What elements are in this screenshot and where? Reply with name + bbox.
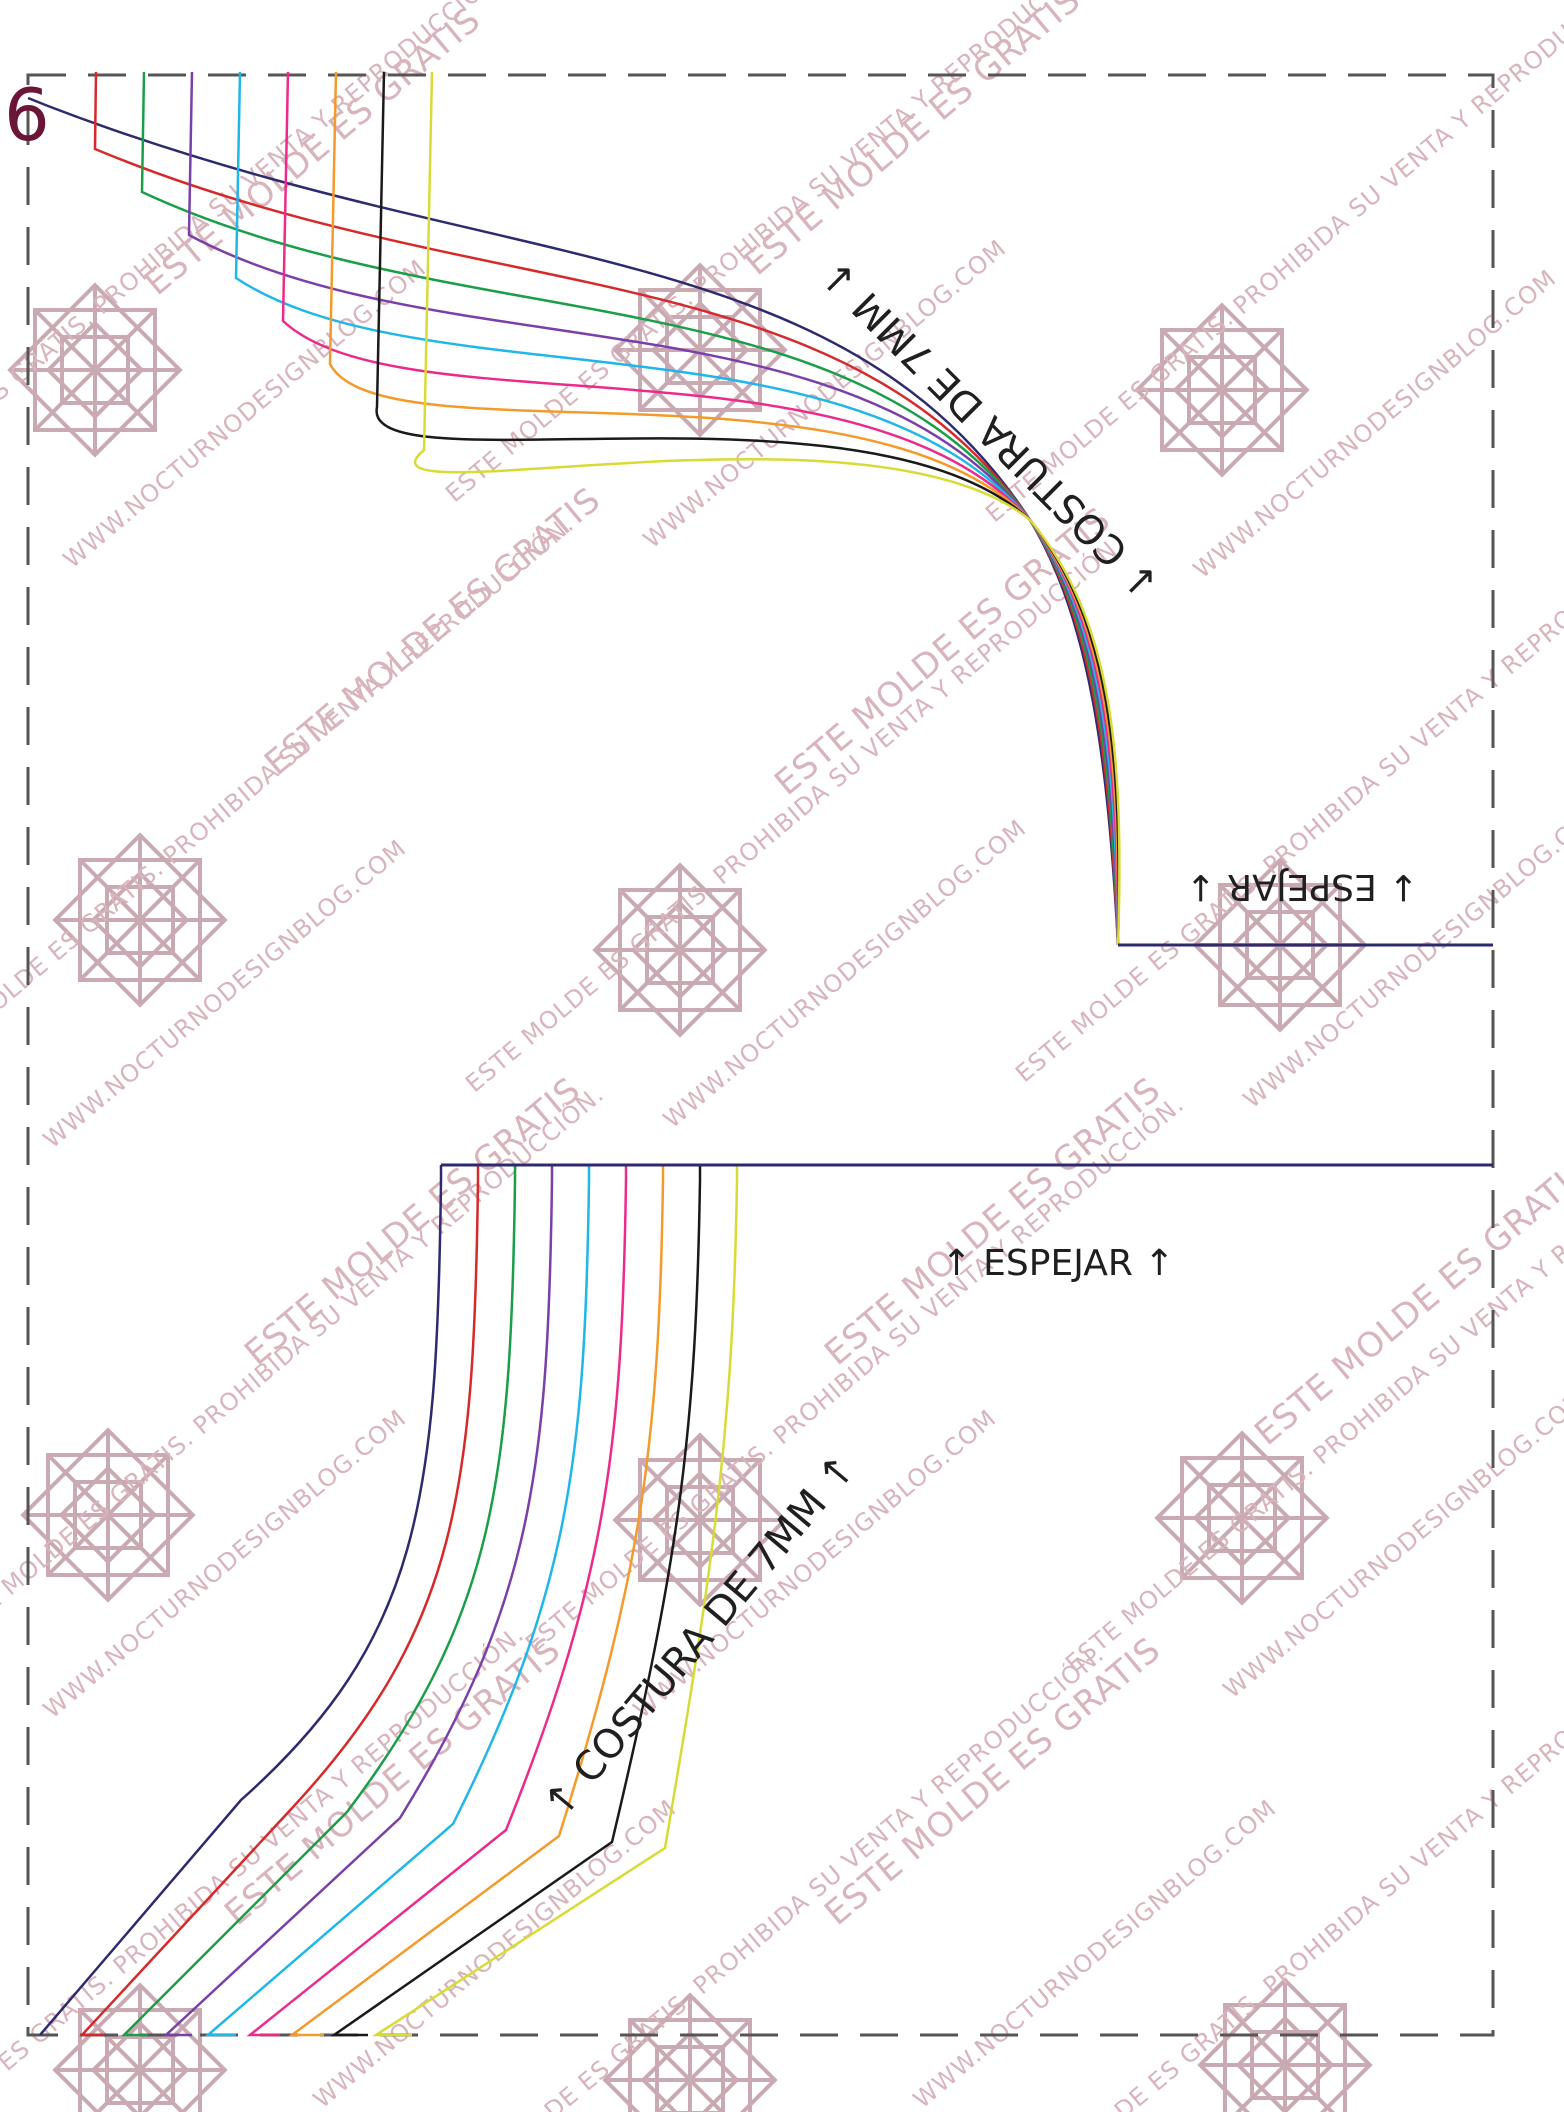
watermark-logo-icon: [52, 832, 228, 1008]
size-line-top: [328, 71, 1120, 946]
size-line-bottom: [246, 1165, 628, 2037]
size-line-bottom: [120, 1165, 517, 2037]
watermark-logo-icon: [612, 1432, 788, 1608]
size-line-top: [413, 71, 1121, 946]
watermark-logo-icon: [602, 1992, 778, 2112]
size-line-top: [93, 71, 1120, 946]
seam-label-top: ↓ COSTURA DE 7MM ↓: [812, 250, 1170, 608]
size-line-top: [140, 71, 1120, 946]
watermark-logo-icon: [20, 1427, 196, 1603]
watermark-logo-icon: [1154, 1430, 1330, 1606]
size-line-bottom: [162, 1165, 554, 2037]
watermark-text-url: WWW.NOCTURNODESIGNBLOG.COM: [38, 1404, 412, 1724]
page-border: [26, 73, 1495, 2037]
watermark-logo-icon: [52, 1982, 228, 2112]
page-number: 6: [4, 73, 50, 157]
size-line-bottom: [79, 1165, 480, 2037]
size-line-top: [234, 71, 1120, 946]
size-line-top: [27, 96, 1120, 946]
watermark-text-main: ESTE MOLDE ES GRATIS: [817, 1070, 1168, 1374]
size-line-bottom: [39, 1165, 443, 2036]
size-line-top: [375, 71, 1120, 946]
watermark-text-rights: ESTE MOLDE ES GRATIS. PROHIBIDA SU VENTA…: [1009, 518, 1564, 1087]
size-line-bottom: [204, 1165, 591, 2037]
watermark-text-main: ESTE MOLDE ES GRATIS: [237, 1070, 588, 1374]
watermark-text-rights: ESTE MOLDE ES GRATIS. PROHIBIDA SU VENTA…: [0, 508, 579, 1077]
watermark-logo-icon: [1134, 302, 1310, 478]
watermark-logo-icon: [592, 862, 768, 1038]
watermark-logo-icon: [1197, 1977, 1373, 2112]
watermark-text-main: ESTE MOLDE ES GRATIS: [767, 500, 1118, 804]
mirror-label-bottom: ↑ ESPEJAR ↑: [942, 1243, 1175, 1284]
size-line-bottom: [330, 1165, 702, 2037]
size-line-bottom: [288, 1165, 665, 2037]
watermark-logo-icon: [7, 282, 183, 458]
watermark-text-main: ESTE MOLDE ES GRATIS: [737, 0, 1088, 284]
mirror-label-top: ↓ ESPEJAR ↓: [1186, 866, 1419, 907]
watermark-text-main: ESTE MOLDE ES GRATIS: [817, 1630, 1168, 1934]
size-line-bottom: [371, 1165, 739, 2037]
pattern-pieces: [27, 71, 1121, 2037]
size-line-top: [187, 71, 1120, 946]
